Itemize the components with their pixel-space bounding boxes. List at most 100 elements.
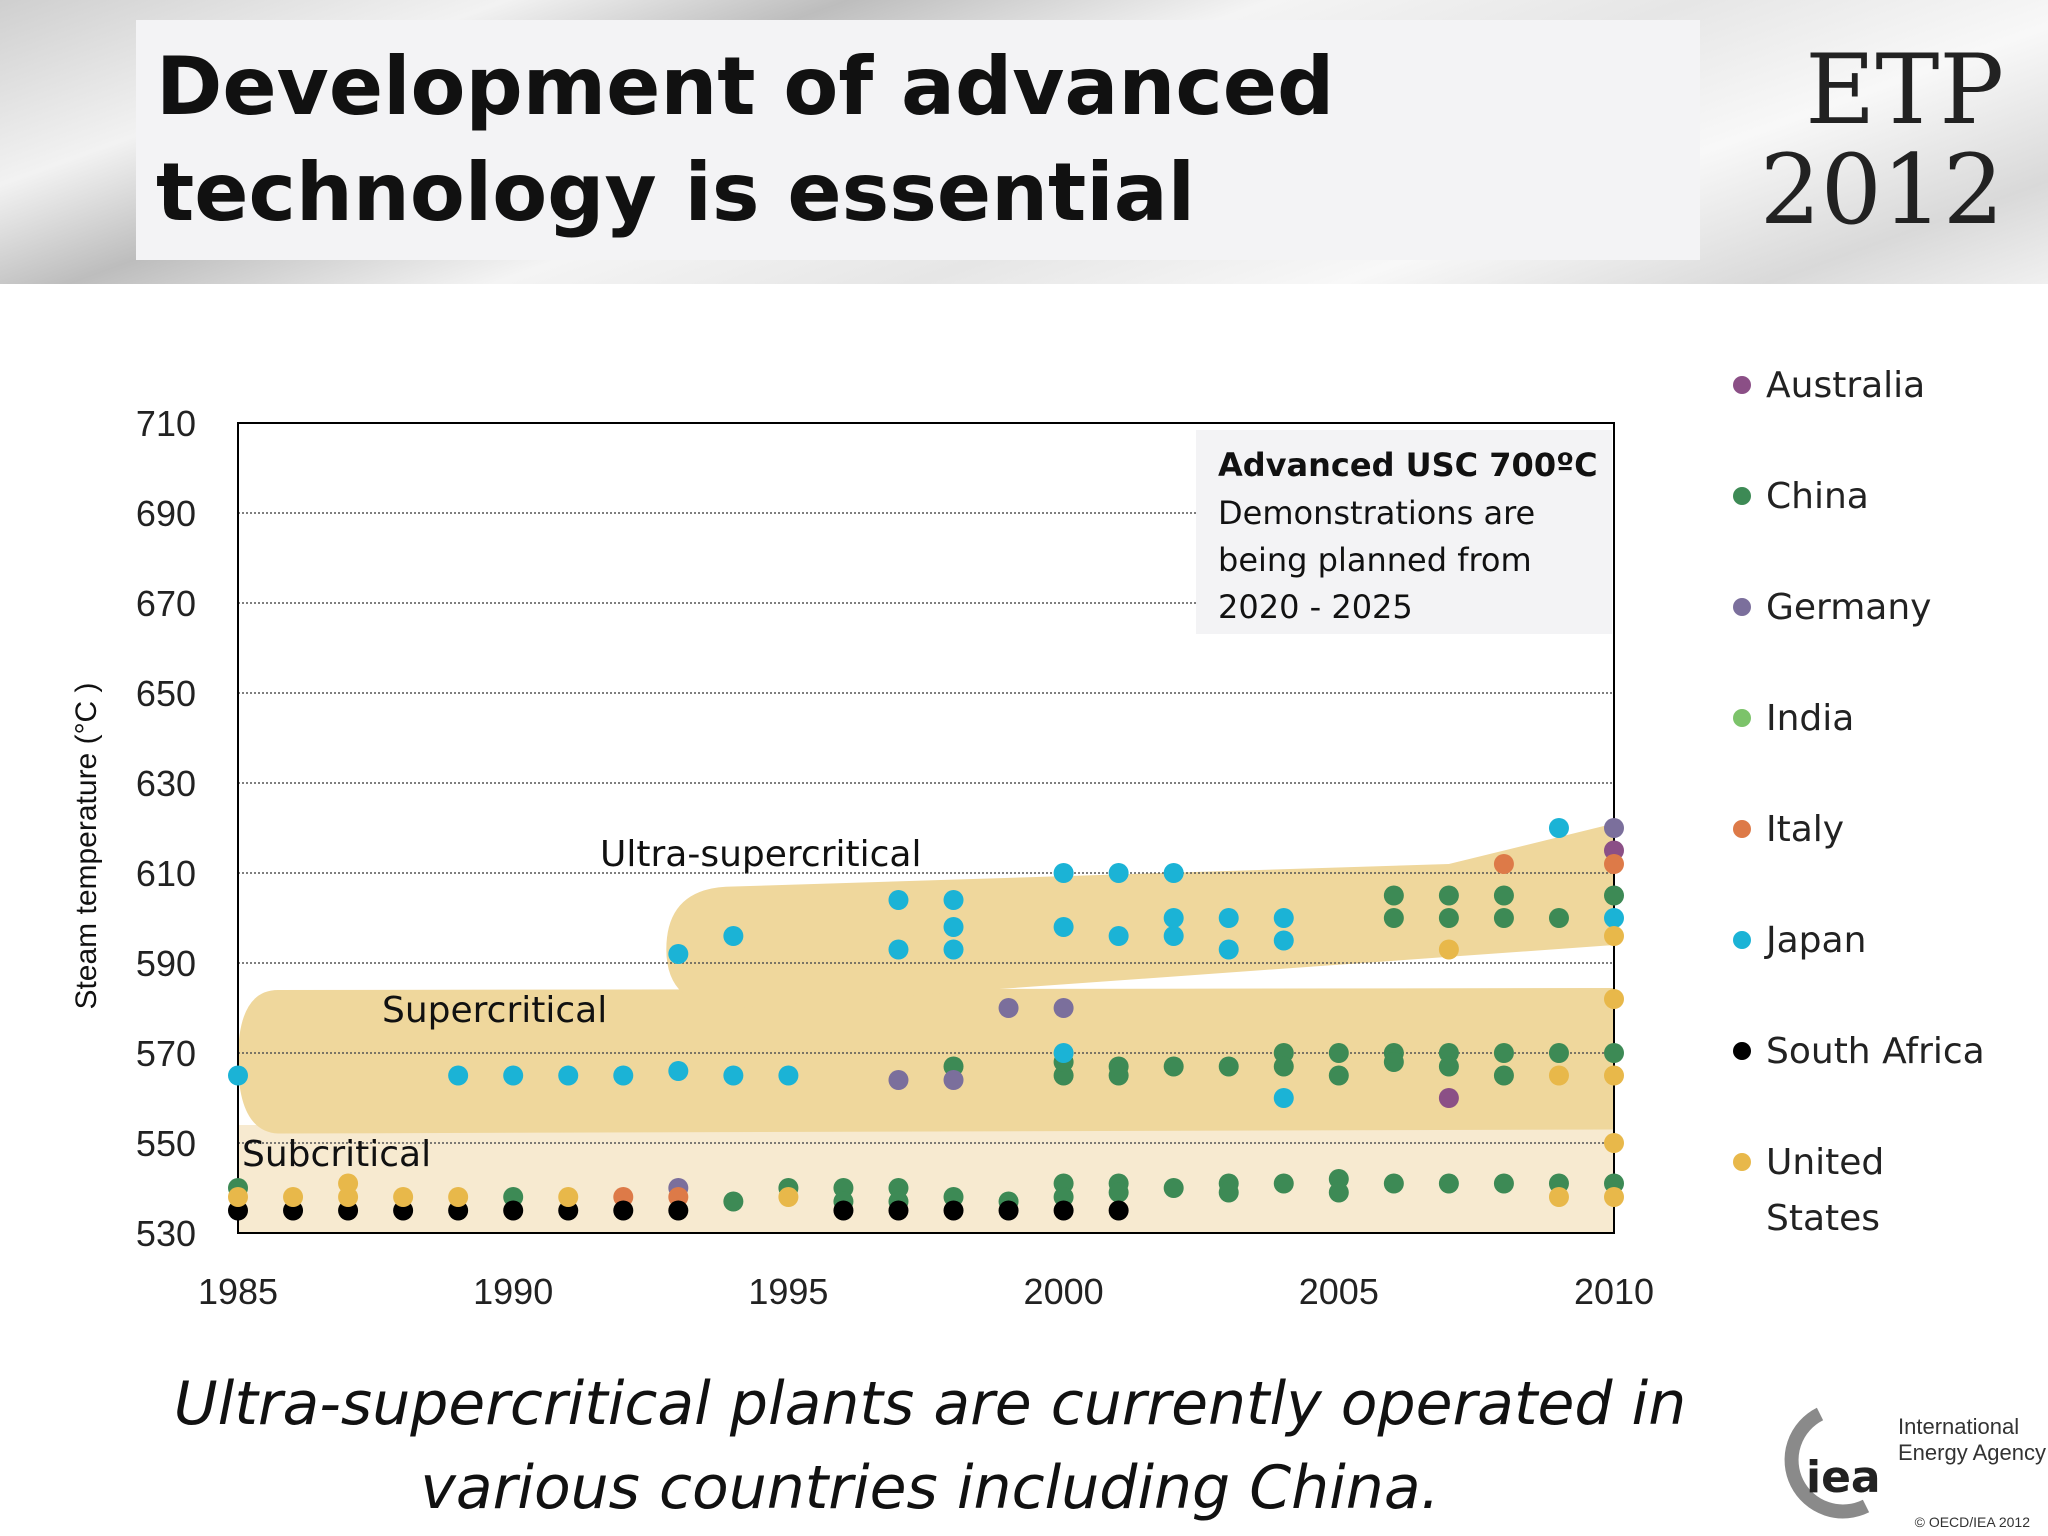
data-point-south-africa — [888, 1200, 909, 1221]
subcritical-label: Subcritical — [242, 1134, 431, 1175]
data-point-south-africa — [833, 1200, 854, 1221]
iea-logo-graphic: iea International Energy Agency — [1784, 1407, 2046, 1519]
data-point-japan — [1218, 908, 1239, 928]
data-point-japan — [1053, 1043, 1074, 1063]
x-tick-labels: 1985 1990 1995 2000 2005 2010 — [198, 1271, 1654, 1312]
etp-badge: ETP 2012 — [1760, 40, 2004, 240]
data-point-china — [1163, 1056, 1184, 1077]
data-point-south-africa — [1053, 1200, 1074, 1221]
data-point-south-africa — [998, 1200, 1019, 1221]
data-point-china — [1273, 1056, 1294, 1077]
etp-badge-line1: ETP — [1805, 34, 2004, 146]
data-point-china — [1438, 1173, 1459, 1194]
y-tick-label: 670 — [136, 583, 196, 624]
data-point-south-africa — [668, 1200, 689, 1221]
data-point-united-states — [228, 1187, 248, 1207]
data-point-japan — [1218, 939, 1239, 960]
data-point-japan — [448, 1065, 469, 1086]
data-point-italy — [1493, 854, 1514, 874]
subcritical-band — [238, 1125, 1614, 1233]
annotation-heading: Advanced USC 700ºC — [1218, 446, 1598, 484]
legend-label: South Africa — [1766, 1031, 1985, 1072]
data-point-germany — [888, 1070, 909, 1090]
legend-marker — [1733, 709, 1751, 727]
data-point-japan — [668, 944, 689, 964]
x-tick-label: 1990 — [473, 1271, 553, 1312]
data-point-south-africa — [503, 1200, 524, 1221]
data-point-japan — [1163, 863, 1184, 883]
data-point-china — [1493, 1065, 1514, 1086]
steam-temperature-chart: Advanced USC 700ºC Demonstrations are bein… — [70, 365, 1985, 1312]
data-point-china — [1383, 1052, 1404, 1072]
y-tick-label: 690 — [136, 493, 196, 534]
annotation-line: being planned from — [1218, 541, 1532, 579]
data-point-china — [1108, 1182, 1129, 1203]
data-point-china — [1328, 1065, 1349, 1086]
legend-marker — [1733, 931, 1751, 949]
data-point-australia — [1438, 1088, 1459, 1108]
data-point-united-states — [1604, 1133, 1624, 1153]
iea-logo: iea International Energy Agency — [1756, 1398, 2048, 1528]
data-point-japan — [668, 1061, 689, 1081]
legend-item: United States — [1733, 1142, 1884, 1239]
data-point-japan — [888, 890, 909, 910]
data-point-united-states — [283, 1187, 304, 1207]
data-point-japan — [1273, 1088, 1294, 1108]
data-point-china — [723, 1191, 744, 1212]
data-point-japan — [503, 1065, 524, 1086]
data-point-japan — [1108, 863, 1129, 883]
y-tick-label: 630 — [136, 763, 196, 804]
legend-marker — [1733, 598, 1751, 616]
data-point-germany — [998, 998, 1019, 1018]
data-point-china — [1328, 1043, 1349, 1063]
data-point-china — [1493, 1173, 1514, 1194]
annotation-background — [1196, 430, 1612, 634]
title-box — [136, 20, 1700, 260]
y-tick-labels: 530 550 570 590 610 630 650 670 690 710 — [136, 403, 196, 1254]
legend-item: India — [1733, 698, 1854, 739]
data-point-japan — [943, 939, 964, 960]
data-point-china — [1163, 1178, 1184, 1198]
data-point-south-africa — [1108, 1200, 1129, 1221]
y-tick-label: 590 — [136, 943, 196, 984]
data-point-japan — [1108, 926, 1129, 946]
iea-org-line2: Energy Agency — [1898, 1440, 2046, 1465]
data-point-japan — [723, 926, 744, 946]
data-point-japan — [1163, 926, 1184, 946]
legend-item: China — [1733, 476, 1869, 517]
data-point-china — [1604, 1043, 1624, 1063]
data-point-japan — [778, 1065, 799, 1086]
data-point-china — [1548, 1043, 1569, 1063]
legend-marker — [1733, 1153, 1751, 1171]
slide-caption: Ultra-supercritical plants are currently… — [173, 1369, 1687, 1523]
data-point-united-states — [1604, 1065, 1624, 1086]
x-tick-label: 1985 — [198, 1271, 278, 1312]
legend-item: Australia — [1733, 365, 1925, 406]
legend-label: Italy — [1766, 809, 1844, 850]
data-point-italy — [1604, 854, 1624, 874]
x-tick-label: 2000 — [1024, 1271, 1104, 1312]
data-point-japan — [613, 1065, 634, 1086]
data-point-china — [1438, 885, 1459, 906]
data-point-china — [1493, 1043, 1514, 1063]
y-tick-label: 650 — [136, 673, 196, 714]
legend-label: Japan — [1764, 920, 1866, 961]
data-point-germany — [1604, 818, 1624, 838]
x-tick-label: 2010 — [1574, 1271, 1654, 1312]
data-point-japan — [723, 1065, 744, 1086]
data-point-united-states — [1438, 939, 1459, 960]
annotation-box: Advanced USC 700ºC Demonstrations are bein… — [1196, 430, 1612, 634]
data-point-united-states — [393, 1187, 414, 1207]
iea-logo-swoosh — [1784, 1407, 1870, 1519]
data-point-united-states — [448, 1187, 469, 1207]
data-point-china — [1383, 885, 1404, 906]
data-point-china — [1493, 885, 1514, 906]
y-tick-label: 610 — [136, 853, 196, 894]
data-point-china — [1218, 1182, 1239, 1203]
legend-label: India — [1766, 698, 1854, 739]
data-point-china — [1438, 1056, 1459, 1077]
y-tick-label: 710 — [136, 403, 196, 444]
data-point-united-states — [338, 1187, 359, 1207]
legend-marker — [1733, 487, 1751, 505]
data-point-japan — [943, 890, 964, 910]
